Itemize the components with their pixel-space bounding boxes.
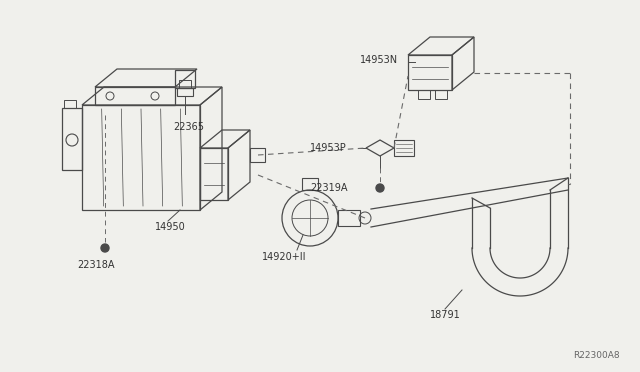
Text: 14953P: 14953P [310,143,347,153]
Text: 22318A: 22318A [77,260,115,270]
Text: 14920+II: 14920+II [262,252,307,262]
Text: 22365: 22365 [173,122,204,132]
Circle shape [376,184,384,192]
Text: 14950: 14950 [155,222,186,232]
Circle shape [101,244,109,252]
Text: 14953N: 14953N [360,55,398,65]
Text: 22319A: 22319A [310,183,348,193]
Text: R22300A8: R22300A8 [573,351,620,360]
Text: 18791: 18791 [430,310,461,320]
